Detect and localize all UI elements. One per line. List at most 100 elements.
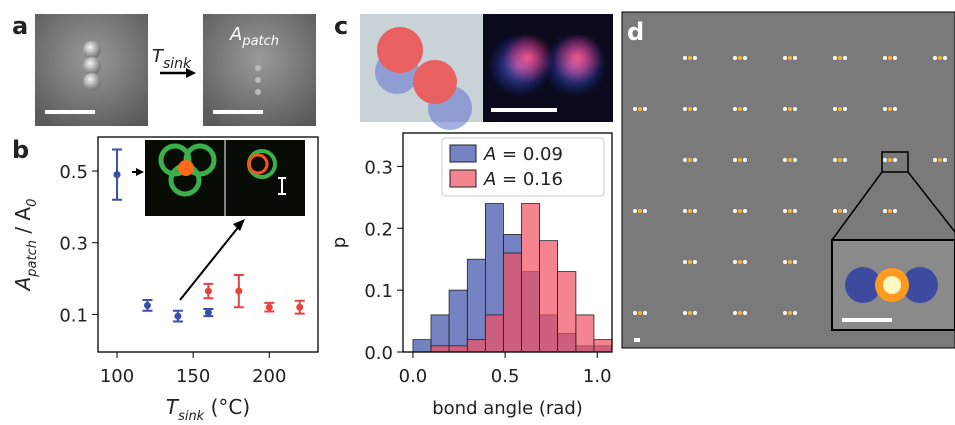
particle <box>638 311 642 315</box>
particle <box>893 158 897 162</box>
bar <box>431 346 449 352</box>
panel-label: a <box>12 12 28 40</box>
particle <box>733 158 737 162</box>
particle <box>838 56 842 60</box>
x-tick-label: 0.5 <box>491 366 520 387</box>
particle <box>683 209 687 213</box>
x-tick-label: 0.0 <box>399 366 428 387</box>
legend-label: A = 0.16 <box>483 169 563 190</box>
label-part: A <box>11 277 35 293</box>
particle <box>633 107 637 111</box>
particle <box>843 209 847 213</box>
particle <box>693 260 697 264</box>
x-tick-label: 200 <box>252 366 286 387</box>
figure: a b c d Tsink Apatch 1001502000.10.30.5T… <box>0 0 955 425</box>
x-axis-label: bond angle (rad) <box>432 398 583 419</box>
particle <box>733 311 737 315</box>
point <box>235 288 242 295</box>
x-tick-label: 150 <box>176 366 210 387</box>
particle <box>738 107 742 111</box>
particle <box>883 209 887 213</box>
particle <box>888 107 892 111</box>
bar <box>540 241 558 352</box>
y-tick-label: 0.0 <box>364 343 393 364</box>
particle <box>743 158 747 162</box>
point <box>205 288 212 295</box>
render-images <box>360 14 613 130</box>
particle <box>793 158 797 162</box>
particle <box>688 107 692 111</box>
particle <box>688 56 692 60</box>
particle <box>683 311 687 315</box>
label-part: 0 <box>25 199 40 207</box>
particle <box>693 158 697 162</box>
particle <box>733 56 737 60</box>
particle <box>683 107 687 111</box>
bar <box>503 253 521 352</box>
particle <box>843 158 847 162</box>
panel-label: d <box>627 18 644 46</box>
particle <box>738 260 742 264</box>
particle <box>793 56 797 60</box>
y-tick-label: 0.1 <box>364 281 393 302</box>
particle <box>733 209 737 213</box>
label-part: = 0.09 <box>496 144 563 165</box>
particle <box>783 56 787 60</box>
particle <box>883 107 887 111</box>
particle <box>788 311 792 315</box>
label-part: sink <box>178 409 205 424</box>
bar <box>485 315 503 352</box>
particle <box>743 107 747 111</box>
particle <box>638 209 642 213</box>
y-tick-label: 0.3 <box>364 157 393 178</box>
label-part: (°C) <box>204 395 250 419</box>
particle <box>843 56 847 60</box>
point <box>205 309 212 316</box>
particle <box>688 209 692 213</box>
particle <box>933 56 937 60</box>
fluorescence-inset <box>132 140 305 300</box>
particle <box>888 209 892 213</box>
y-tick-label: 0.1 <box>59 305 88 326</box>
particle <box>788 260 792 264</box>
particle <box>743 56 747 60</box>
particle <box>938 158 942 162</box>
point <box>114 171 121 178</box>
label-part: A <box>229 24 242 45</box>
particle <box>843 107 847 111</box>
particle <box>793 209 797 213</box>
array-image <box>622 12 955 348</box>
particle <box>888 56 892 60</box>
particle <box>733 107 737 111</box>
particle <box>883 158 887 162</box>
particle <box>783 209 787 213</box>
bar <box>413 340 431 352</box>
particle <box>883 56 887 60</box>
particle <box>893 209 897 213</box>
particle <box>738 209 742 213</box>
particle <box>788 107 792 111</box>
x-tick-label: 1.0 <box>583 366 612 387</box>
particle <box>683 260 687 264</box>
label-part: = 0.16 <box>496 169 563 190</box>
particle <box>743 311 747 315</box>
label-part: A <box>483 169 496 190</box>
bar <box>449 346 467 352</box>
particle <box>733 260 737 264</box>
particle <box>688 311 692 315</box>
label-part: A <box>483 144 496 165</box>
y-axis-label: p <box>329 237 350 248</box>
particle <box>943 158 947 162</box>
particle <box>893 107 897 111</box>
particle <box>938 56 942 60</box>
particle <box>943 56 947 60</box>
bar <box>594 340 612 352</box>
y-tick-label: 0.5 <box>59 162 88 183</box>
particle <box>893 56 897 60</box>
particle <box>693 311 697 315</box>
particle <box>793 260 797 264</box>
point <box>174 313 181 320</box>
y-tick-label: 0.3 <box>59 234 88 255</box>
particle <box>788 56 792 60</box>
legend-swatch <box>450 145 476 162</box>
